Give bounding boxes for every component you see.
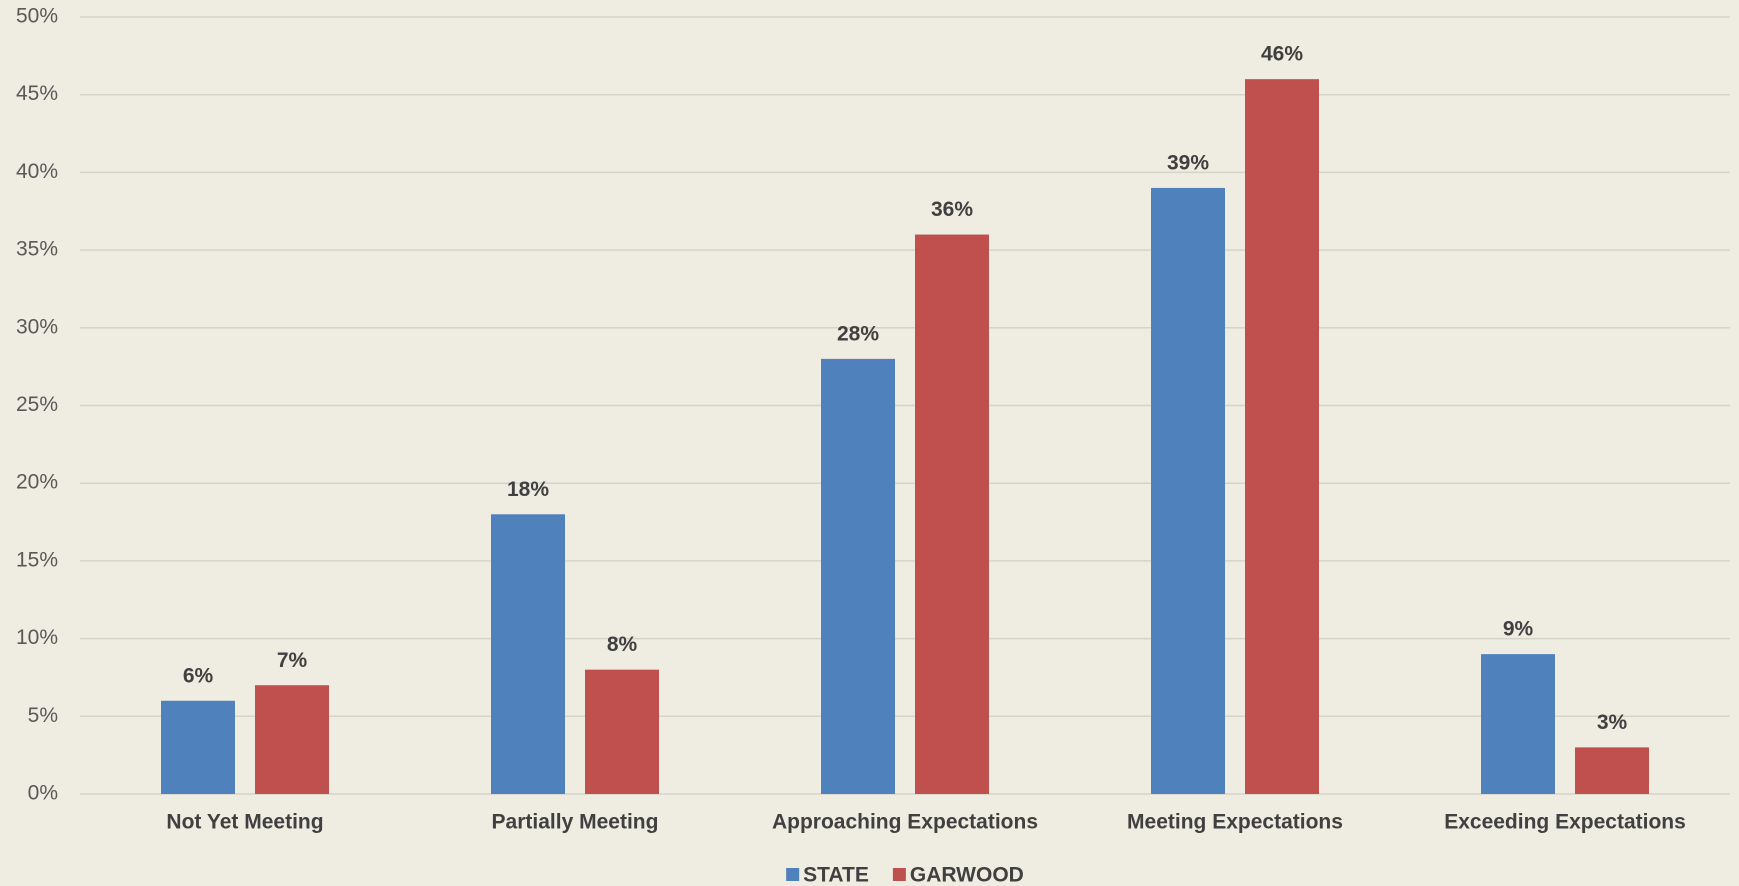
bar bbox=[255, 685, 329, 794]
bar bbox=[1245, 79, 1319, 794]
bar bbox=[1481, 654, 1555, 794]
y-tick-label: 10% bbox=[16, 626, 58, 649]
data-label: 18% bbox=[507, 478, 549, 501]
legend-swatch bbox=[786, 868, 800, 881]
x-tick-label: Partially Meeting bbox=[492, 811, 659, 834]
x-tick-label: Not Yet Meeting bbox=[166, 811, 323, 834]
bar bbox=[1151, 187, 1225, 794]
y-tick-label: 20% bbox=[16, 471, 58, 494]
bar bbox=[585, 669, 659, 794]
bar bbox=[821, 358, 895, 794]
y-tick-label: 45% bbox=[16, 82, 58, 105]
x-tick-label: Meeting Expectations bbox=[1127, 811, 1343, 834]
y-tick-label: 5% bbox=[28, 704, 58, 727]
data-label: 28% bbox=[837, 322, 879, 345]
x-tick-label: Exceeding Expectations bbox=[1444, 811, 1686, 834]
bar bbox=[491, 514, 565, 794]
legend-swatch bbox=[892, 868, 906, 881]
y-tick-label: 15% bbox=[16, 548, 58, 571]
y-tick-label: 30% bbox=[16, 315, 58, 338]
y-tick-label: 0% bbox=[28, 782, 58, 805]
data-label: 7% bbox=[277, 649, 308, 672]
bar bbox=[1575, 747, 1649, 794]
y-tick-label: 40% bbox=[16, 160, 58, 183]
data-label: 39% bbox=[1167, 151, 1209, 174]
bar bbox=[161, 700, 235, 794]
data-label: 9% bbox=[1503, 618, 1534, 641]
data-label: 36% bbox=[931, 198, 973, 221]
y-tick-label: 25% bbox=[16, 393, 58, 416]
legend-label: GARWOOD bbox=[910, 864, 1024, 886]
data-label: 6% bbox=[183, 664, 214, 687]
data-label: 8% bbox=[607, 633, 638, 656]
bar bbox=[915, 234, 989, 794]
y-tick-label: 35% bbox=[16, 238, 58, 261]
x-tick-label: Approaching Expectations bbox=[772, 811, 1038, 834]
y-tick-label: 50% bbox=[16, 5, 58, 28]
legend-label: STATE bbox=[803, 864, 869, 886]
data-label: 46% bbox=[1261, 43, 1303, 66]
data-label: 3% bbox=[1597, 711, 1628, 734]
